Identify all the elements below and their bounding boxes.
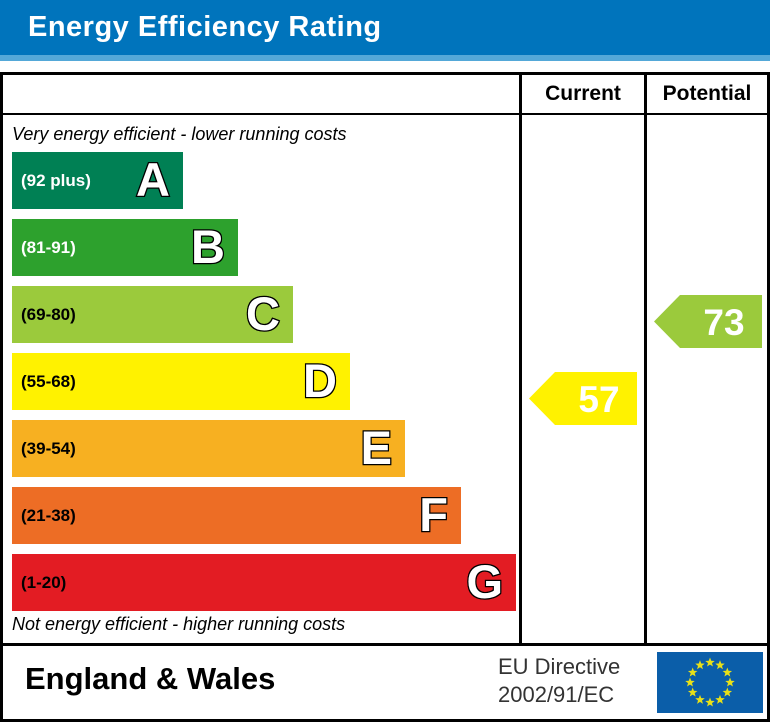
band-row-e: (39-54) E <box>12 420 405 477</box>
bottom-note: Not energy efficient - higher running co… <box>12 614 346 634</box>
band-letter: G <box>465 554 504 609</box>
band-range: (81-91) <box>21 237 76 257</box>
band-row-b: (81-91) B <box>12 219 238 276</box>
band-row-d: (55-68) D <box>12 353 350 410</box>
current-rating-arrow: 57 <box>529 372 637 425</box>
current-column-divider <box>519 72 522 646</box>
eu-directive-line1: EU Directive <box>498 654 621 679</box>
eu-flag <box>657 652 763 713</box>
band-row-f: (21-38) F <box>12 487 461 544</box>
band-letter: C <box>245 286 281 341</box>
title-bar: Energy Efficiency Rating <box>0 0 770 61</box>
band-range: (21-38) <box>21 505 76 525</box>
band-range: (1-20) <box>21 572 67 592</box>
potential-rating-arrow: 73 <box>654 295 762 348</box>
eu-directive-line2: 2002/91/EC <box>498 682 615 707</box>
band-letter: D <box>302 353 338 408</box>
band-letter: E <box>359 420 393 475</box>
potential-rating-value: 73 <box>703 302 744 343</box>
column-header-current: Current <box>545 82 621 105</box>
current-rating-value: 57 <box>578 379 619 420</box>
band-range: (55-68) <box>21 371 76 391</box>
current-arrow-shape <box>529 372 637 425</box>
region-label: England & Wales <box>25 661 276 696</box>
band-row-a: (92 plus) A <box>12 152 183 209</box>
band-range: (39-54) <box>21 438 76 458</box>
band-row-g: (1-20) G <box>12 554 516 611</box>
page-title: Energy Efficiency Rating <box>28 11 382 43</box>
top-note: Very energy efficient - lower running co… <box>12 124 347 144</box>
band-letter: A <box>135 152 171 207</box>
band-range: (69-80) <box>21 304 76 324</box>
eu-flag-stars <box>685 657 735 707</box>
band-range: (92 plus) <box>21 170 91 190</box>
eu-directive-label: EU Directive 2002/91/EC <box>498 653 620 709</box>
header-row-divider <box>0 113 770 115</box>
potential-column-divider <box>644 72 647 646</box>
band-letter: F <box>418 487 449 542</box>
band-letter: B <box>190 219 226 274</box>
footer-row-divider <box>0 643 770 646</box>
column-header-potential: Potential <box>662 82 752 105</box>
potential-arrow-shape <box>654 295 762 348</box>
band-row-c: (69-80) C <box>12 286 293 343</box>
